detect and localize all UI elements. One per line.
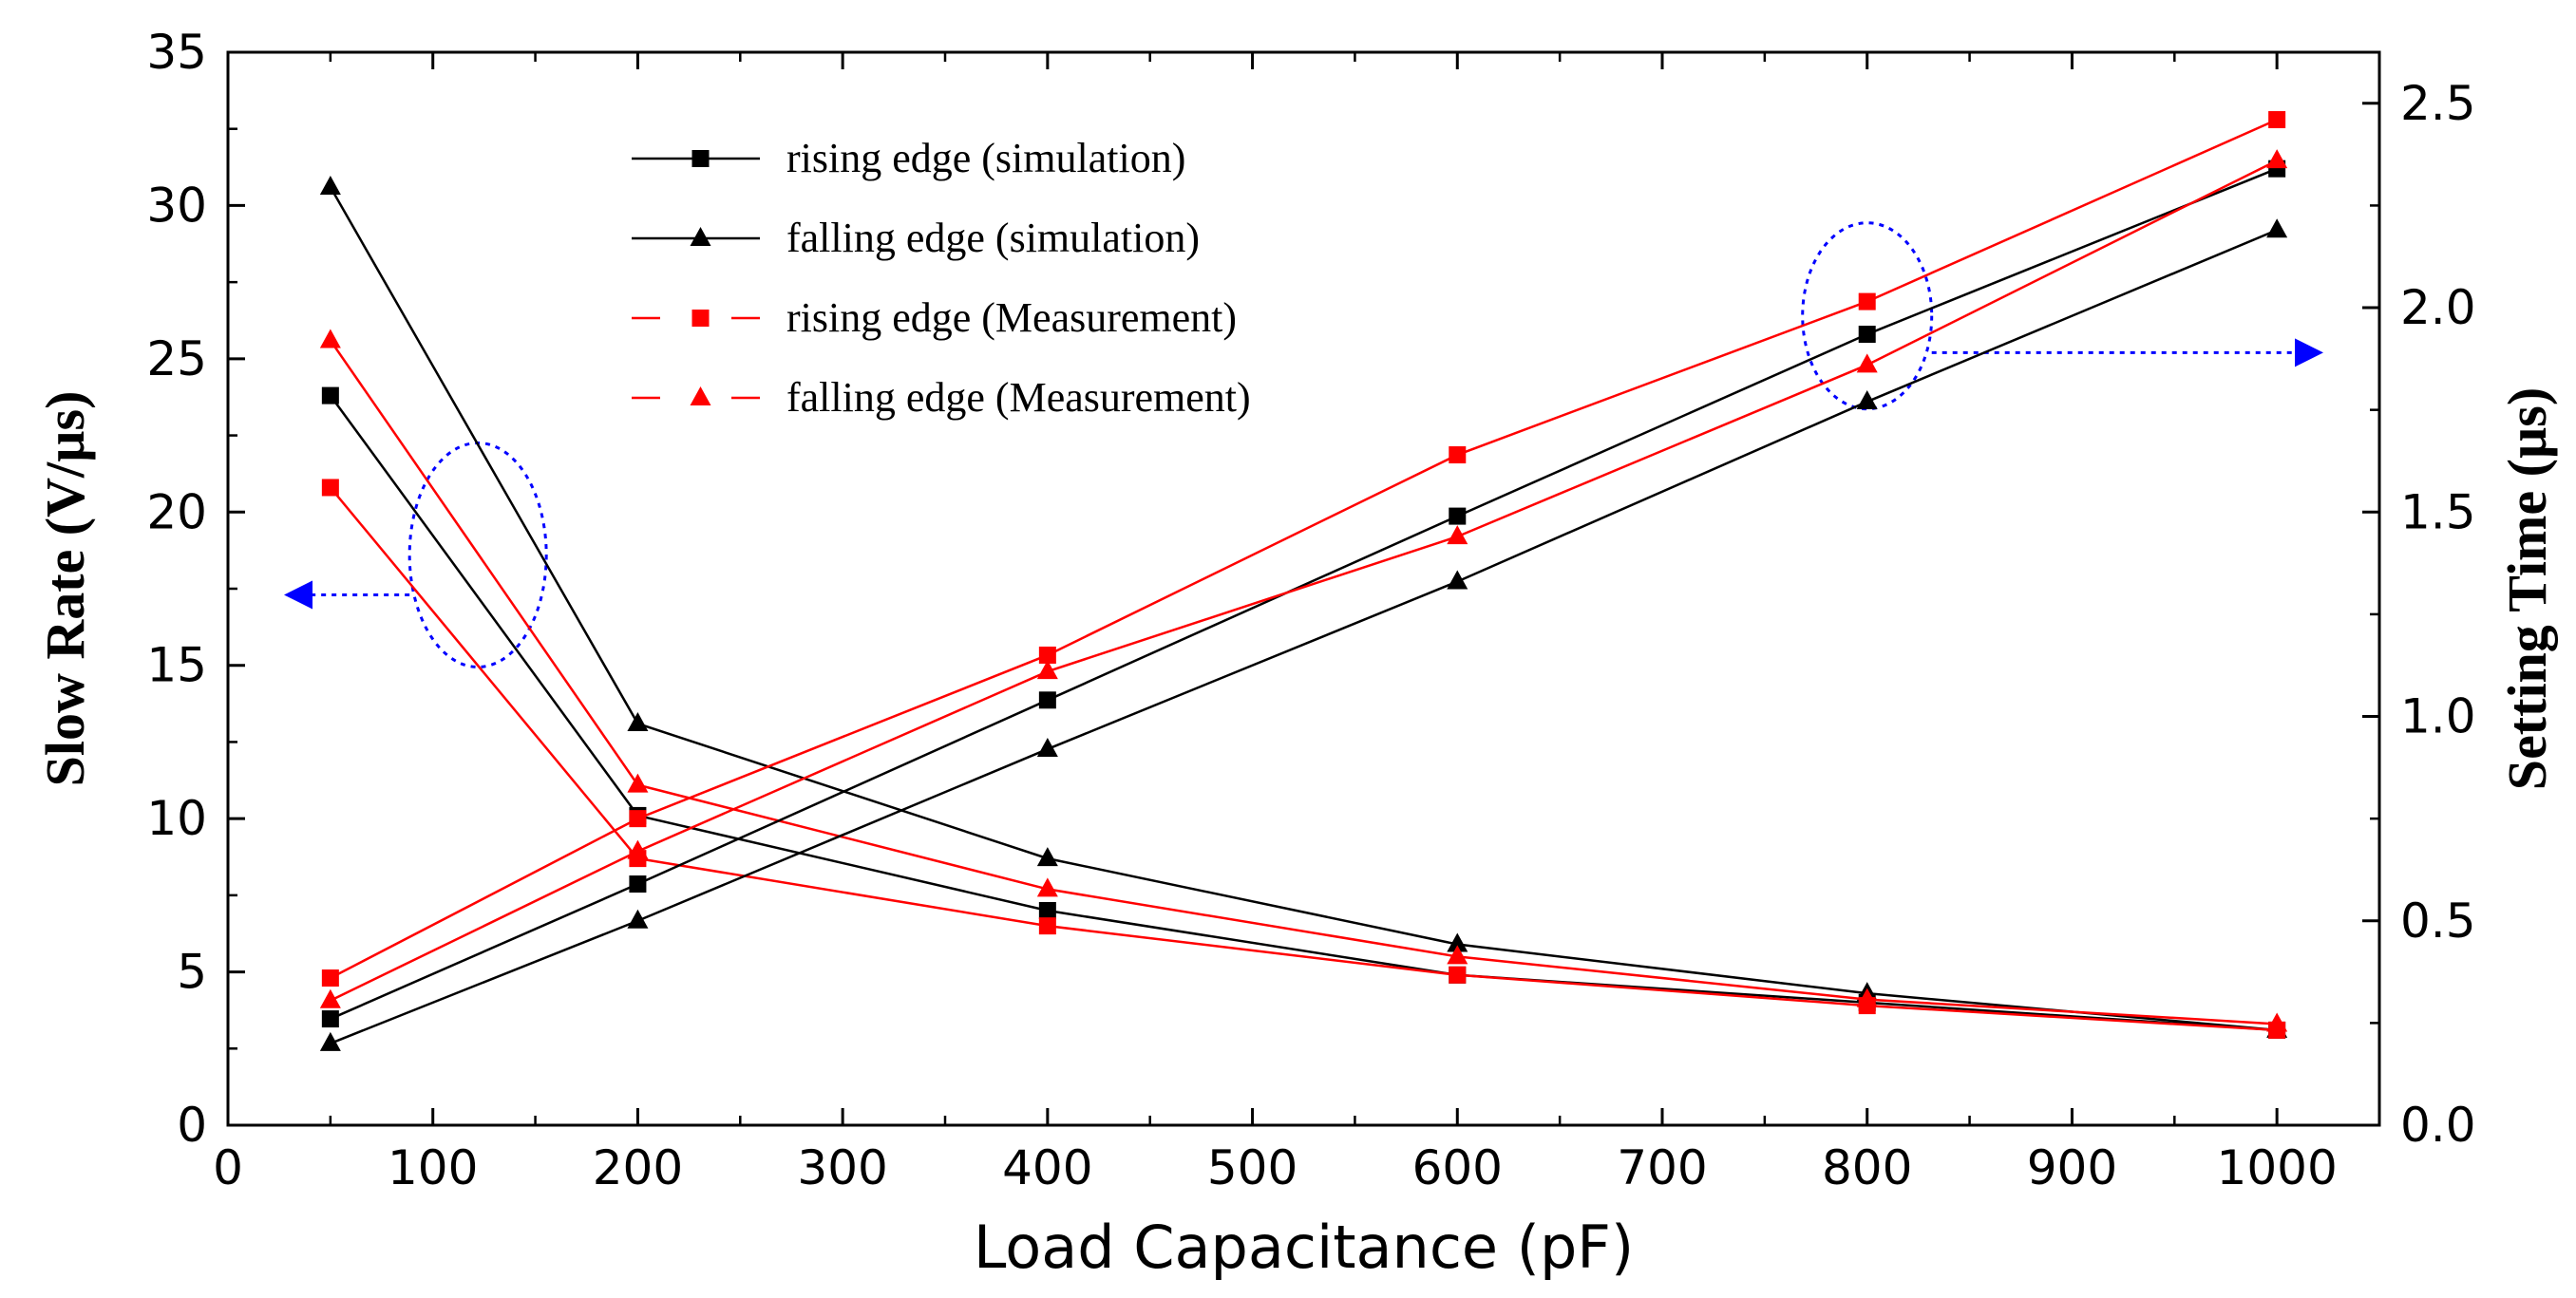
data-point [1856, 390, 1878, 410]
data-point [1038, 646, 1056, 664]
data-point [321, 479, 339, 497]
data-point [2268, 111, 2286, 129]
data-point [319, 988, 341, 1008]
right-y-tick-label: 0.5 [2400, 894, 2476, 949]
data-point [319, 176, 341, 196]
data-point [627, 712, 649, 732]
data-point [1036, 847, 1058, 867]
series-right-7-right [319, 149, 2288, 1008]
right-y-tick-label: 0.0 [2400, 1098, 2476, 1153]
right-y-tick-label: 2.0 [2400, 280, 2476, 335]
data-point [1038, 917, 1056, 935]
legend-label: falling edge (Measurement) [786, 374, 1251, 421]
data-point [2266, 149, 2288, 169]
data-point [1036, 660, 1058, 680]
data-point [1036, 737, 1058, 757]
x-tick-label: 400 [1002, 1140, 1092, 1195]
legend-item-falling-sim: falling edge (simulation) [632, 215, 1200, 261]
series-line [329, 394, 2278, 1032]
legend-label: rising edge (simulation) [786, 135, 1185, 181]
right-y-axis-title: Setting Time (µs) [2496, 387, 2558, 790]
series-line [329, 186, 2278, 1032]
data-point [1449, 966, 1467, 984]
x-tick-label: 200 [593, 1140, 683, 1195]
series-right-5-right [319, 218, 2288, 1051]
right-axis-ellipse-annotation [1801, 221, 1934, 411]
series-falling-sim-left [319, 176, 2288, 1038]
data-point [1038, 691, 1056, 709]
legend-label: falling edge (simulation) [786, 215, 1200, 261]
series-falling-meas-left [319, 329, 2288, 1032]
data-point [1447, 932, 1468, 952]
left-y-tick-label: 15 [146, 638, 207, 693]
left-y-tick-label: 20 [146, 484, 207, 539]
x-tick-label: 500 [1207, 1140, 1297, 1195]
legend-marker [690, 227, 711, 246]
right-y-tick-label: 2.5 [2400, 76, 2476, 131]
data-point [1447, 525, 1468, 545]
x-axis-title: Load Capacitance (pF) [974, 1213, 1634, 1282]
series-rising-sim-left [321, 386, 2286, 1039]
legend-marker [690, 386, 711, 405]
series-line [329, 486, 2278, 1032]
data-point [1036, 877, 1058, 897]
data-point [1856, 988, 1878, 1007]
data-point [319, 329, 341, 348]
data-point [1856, 353, 1878, 373]
right-y-tick-label: 1.5 [2400, 484, 2476, 539]
data-point [1447, 945, 1468, 965]
legend-marker [691, 310, 710, 327]
data-point [321, 969, 339, 988]
x-tick-label: 600 [1412, 1140, 1503, 1195]
x-tick-label: 0 [213, 1140, 243, 1195]
data-point [319, 1031, 341, 1051]
x-tick-label: 1000 [2217, 1140, 2338, 1195]
data-point [629, 810, 647, 828]
series-right-4-right [321, 160, 2286, 1028]
legend-item-rising-meas: rising edge (Measurement) [632, 294, 1237, 341]
data-point [627, 773, 649, 793]
left-y-tick-label: 30 [146, 178, 207, 233]
data-point [321, 386, 339, 404]
left-y-tick-label: 10 [146, 791, 207, 846]
series-rising-meas-left [321, 479, 2286, 1039]
left-y-tick-label: 5 [177, 945, 207, 1000]
x-tick-label: 300 [797, 1140, 887, 1195]
data-point [2266, 1012, 2288, 1032]
data-point [627, 839, 649, 859]
data-point [629, 875, 647, 894]
left-y-axis-title: Slow Rate (V/µs) [34, 391, 96, 787]
data-point [1858, 292, 1876, 310]
plot-frame [226, 50, 2381, 1127]
data-point [1449, 446, 1467, 464]
left-y-tick-label: 0 [177, 1098, 207, 1153]
series-line [329, 339, 2278, 1025]
series-line [330, 167, 2278, 1021]
legend-item-falling-meas: falling edge (Measurement) [632, 374, 1251, 421]
data-point [321, 1010, 339, 1028]
right-y-tick-label: 1.0 [2400, 689, 2476, 744]
data-point [1038, 902, 1056, 919]
left-y-tick-label: 25 [146, 331, 207, 386]
series-line [330, 159, 2278, 1002]
series-line [330, 118, 2278, 980]
data-point [2266, 218, 2288, 238]
series-right-6-right [321, 111, 2286, 988]
x-tick-label: 100 [388, 1140, 478, 1195]
legend-item-rising-sim: rising edge (simulation) [632, 135, 1185, 181]
data-point [1449, 507, 1467, 525]
legend-label: rising edge (Measurement) [786, 294, 1237, 341]
legend-marker [691, 150, 710, 167]
x-tick-label: 700 [1617, 1140, 1707, 1195]
data-point [627, 909, 649, 929]
x-tick-label: 900 [2027, 1140, 2117, 1195]
x-tick-label: 800 [1822, 1140, 1912, 1195]
left-y-tick-label: 35 [146, 25, 207, 80]
data-point [1858, 326, 1876, 344]
data-point [1447, 570, 1468, 590]
series-line [330, 229, 2278, 1045]
